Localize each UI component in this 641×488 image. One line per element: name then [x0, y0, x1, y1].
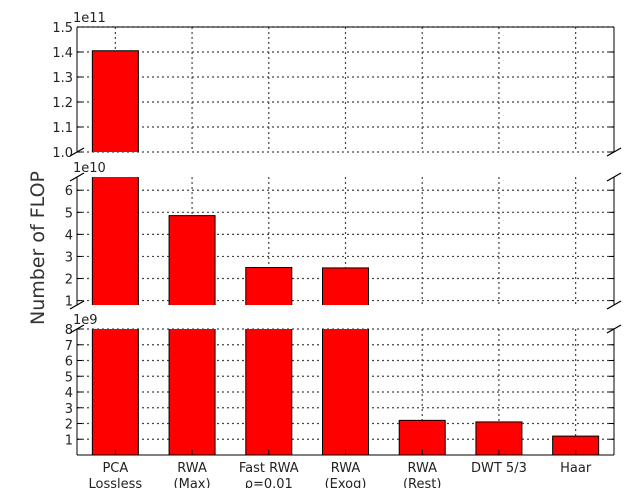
bar: [475, 421, 523, 455]
y-tick-label: 4: [65, 386, 73, 401]
axis-multiplier-label: 1e9: [73, 313, 98, 328]
x-tick-label-line: Lossless: [89, 477, 143, 488]
x-tick-label: RWA (Rest): [403, 461, 441, 488]
x-tick-label-line: (Max): [174, 477, 211, 488]
y-tick-label: 6: [65, 355, 73, 370]
y-tick-label: 1.3: [52, 71, 73, 86]
y-axis-label: Number of FLOP: [27, 171, 49, 325]
axis-break-mark: [606, 324, 622, 334]
y-tick-label: 6: [65, 184, 73, 199]
x-tick-label-line: DWT 5/3: [471, 461, 527, 476]
bar: [552, 435, 600, 455]
bar: [91, 177, 139, 305]
x-tick-label: Fast RWA ρ=0.01: [239, 461, 299, 488]
y-tick-label: 5: [65, 206, 73, 221]
y-tick-label: 1.0: [52, 146, 73, 161]
y-tick-label: 1: [65, 295, 73, 310]
y-tick-label: 5: [65, 370, 73, 385]
y-tick-label: 2: [65, 273, 73, 288]
y-tick-label: 1.4: [52, 46, 73, 61]
x-tick-label-line: RWA: [177, 461, 207, 476]
x-tick-label: Haar: [560, 461, 592, 476]
axis-break-mark: [606, 172, 622, 182]
x-tick-label: DWT 5/3: [471, 461, 527, 476]
plot-panels: 1.01.11.21.31.41.51e111234561e1012345678…: [52, 11, 622, 456]
x-tick-label-line: Haar: [560, 461, 592, 476]
bar: [398, 419, 446, 455]
bars: [91, 329, 600, 455]
bars: [91, 177, 369, 305]
x-tick-label-line: (Exog): [325, 477, 367, 488]
axis-break-mark: [606, 300, 622, 310]
y-tick-label: 3: [65, 402, 73, 417]
bar: [91, 50, 139, 152]
bar: [322, 267, 369, 305]
x-tick-label-line: Fast RWA: [239, 461, 299, 476]
axis-break-mark: [69, 324, 85, 334]
bar: [322, 329, 369, 455]
bar: [168, 215, 216, 305]
y-tick-label: 8: [65, 323, 73, 338]
axis-break-mark: [69, 147, 85, 157]
axis-break-mark: [69, 172, 85, 182]
x-tick-label-line: RWA: [331, 461, 361, 476]
axis-break-mark: [606, 147, 622, 157]
x-tick-label-line: PCA: [102, 461, 128, 476]
axis-break-mark: [69, 300, 85, 310]
y-tick-label: 1: [65, 433, 73, 448]
y-tick-label: 7: [65, 339, 73, 354]
axis-multiplier-label: 1e11: [73, 11, 106, 26]
x-tick-label-line: ρ=0.01: [245, 477, 293, 488]
y-tick-label: 2: [65, 418, 73, 433]
y-tick-label: 3: [65, 250, 73, 265]
axis-multiplier-label: 1e10: [73, 161, 106, 176]
bar: [91, 329, 139, 455]
y-tick-label: 1.2: [52, 96, 73, 111]
x-tick-label: RWA (Max): [174, 461, 211, 488]
y-tick-label: 4: [65, 228, 73, 243]
bar: [245, 329, 293, 455]
bar: [168, 329, 216, 455]
y-tick-label: 1.1: [52, 121, 73, 136]
bars: [91, 50, 139, 152]
x-tick-label: RWA (Exog): [325, 461, 367, 488]
x-tick-label: PCA Lossless: [89, 461, 143, 488]
y-tick-label: 1.5: [52, 21, 73, 36]
x-tick-label-line: RWA: [407, 461, 437, 476]
bar: [245, 266, 293, 305]
x-tick-label-line: (Rest): [403, 477, 441, 488]
